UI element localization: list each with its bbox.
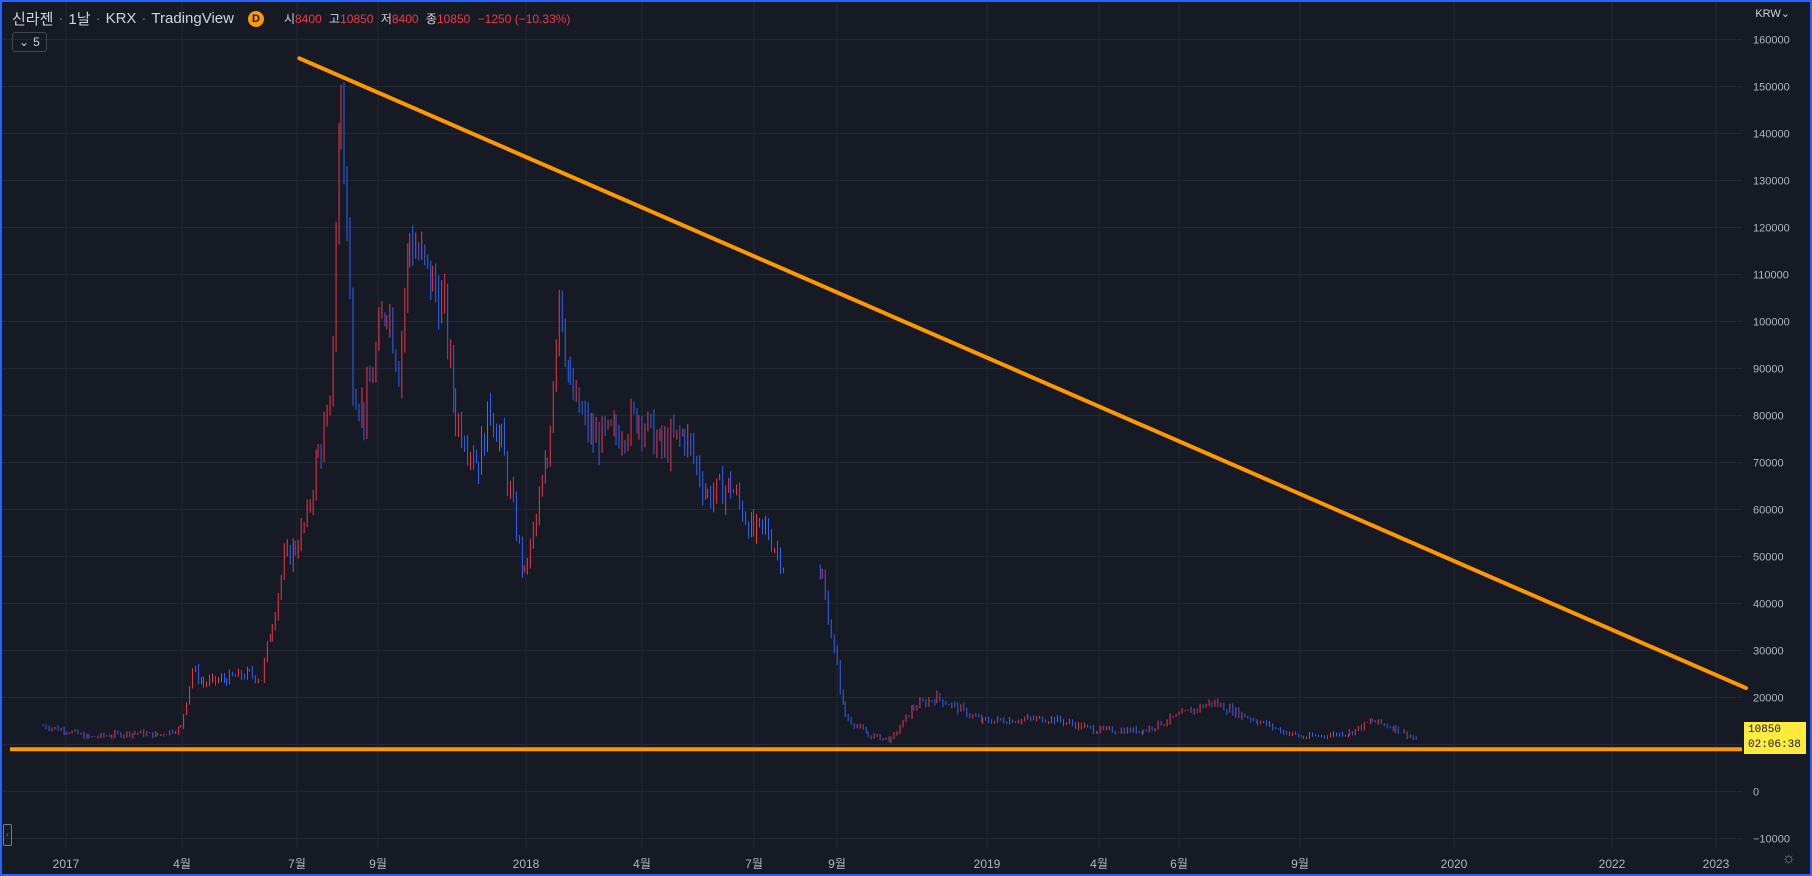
y-tick-label: 150000: [1753, 82, 1790, 94]
gear-icon[interactable]: ☼: [1781, 850, 1796, 867]
y-tick-label: 120000: [1753, 223, 1790, 235]
legend-separator: ·: [141, 10, 147, 27]
y-tick-label: 30000: [1753, 646, 1784, 658]
chevron-down-icon: ⌄: [1780, 8, 1790, 20]
y-tick-label: 60000: [1753, 505, 1784, 517]
x-tick-label: 4월: [1090, 857, 1108, 871]
x-tick-label: 2022: [1599, 857, 1626, 871]
x-tick-label: 2018: [513, 857, 540, 871]
y-tick-label: 40000: [1753, 599, 1784, 611]
time-axis: 2017 4월 7월 9월 2018 4월 7월 9월 2019 4월 6월 9월 2020 2022 20…: [53, 857, 1730, 871]
close-value: 10850: [436, 12, 471, 26]
symbol-name[interactable]: 신라젠: [12, 11, 54, 28]
descending-trendline: [297, 56, 1748, 691]
x-tick-label: 2019: [974, 857, 1001, 871]
y-tick-label: 90000: [1753, 364, 1784, 376]
y-tick-label: 110000: [1753, 270, 1789, 282]
x-tick-label: 2020: [1441, 857, 1468, 871]
x-tick-label: 6월: [1170, 857, 1188, 871]
y-tick-label: 100000: [1753, 317, 1790, 329]
candles-layer: [42, 82, 1417, 744]
legend-separator: ·: [58, 10, 64, 27]
grid-layer: [2, 2, 1742, 848]
y-tick-label: −10000: [1753, 834, 1790, 846]
x-tick-label: 2023: [1703, 857, 1730, 871]
exchange-label: KRX: [105, 10, 137, 27]
drawing-toolbar-handle[interactable]: ‹: [3, 824, 12, 846]
legend-separator: ·: [95, 10, 101, 27]
trendlines-layer: [10, 56, 1748, 752]
y-tick-label: 160000: [1753, 35, 1790, 47]
open-value: 8400: [295, 12, 322, 26]
change-value: −1250 (−10.33%): [477, 12, 571, 26]
y-tick-label: 0: [1753, 787, 1759, 799]
x-tick-label: 9월: [369, 857, 387, 871]
y-tick-label: 70000: [1753, 458, 1784, 470]
x-tick-label: 7월: [288, 857, 306, 871]
y-tick-label: 130000: [1753, 176, 1790, 188]
y-tick-label: 50000: [1753, 552, 1784, 564]
delayed-data-badge[interactable]: D: [247, 10, 264, 27]
high-label: 고: [329, 12, 341, 26]
open-label: 시: [283, 12, 295, 26]
currency-selector[interactable]: KRW⌄: [1755, 7, 1790, 20]
y-tick-label: 140000: [1753, 129, 1790, 141]
currency-label: KRW: [1755, 8, 1781, 20]
bar-countdown: 02:06:38: [1748, 739, 1801, 751]
high-value: 10850: [340, 12, 374, 26]
indicator-count: 5: [33, 35, 40, 49]
ohlc-values: 시8400 고10850 저8400 종10850 −1250 (−10.33%…: [280, 10, 570, 27]
low-value: 8400: [391, 12, 419, 26]
x-tick-label: 7월: [745, 857, 763, 871]
last-price-tag: 10850 02:06:38: [1744, 722, 1806, 754]
x-tick-label: 9월: [828, 857, 846, 871]
x-tick-label: 9월: [1291, 857, 1309, 871]
x-tick-label: 4월: [633, 857, 651, 871]
chevron-down-icon: ⌄: [19, 35, 30, 49]
x-tick-label: 4월: [173, 857, 191, 871]
low-label: 저: [380, 12, 392, 26]
interval-label[interactable]: 1날: [68, 11, 91, 28]
source-label: TradingView: [151, 10, 234, 27]
close-label: 종: [425, 12, 437, 26]
x-tick-label: 2017: [53, 857, 80, 871]
y-tick-label: 80000: [1753, 411, 1784, 423]
last-price-value: 10850: [1748, 724, 1782, 736]
symbol-legend: 신라젠 · 1날 · KRX · TradingView D 시8400 고10…: [12, 8, 570, 29]
y-tick-label: 20000: [1753, 693, 1784, 705]
indicators-collapse-button[interactable]: ⌄ 5: [12, 32, 47, 52]
